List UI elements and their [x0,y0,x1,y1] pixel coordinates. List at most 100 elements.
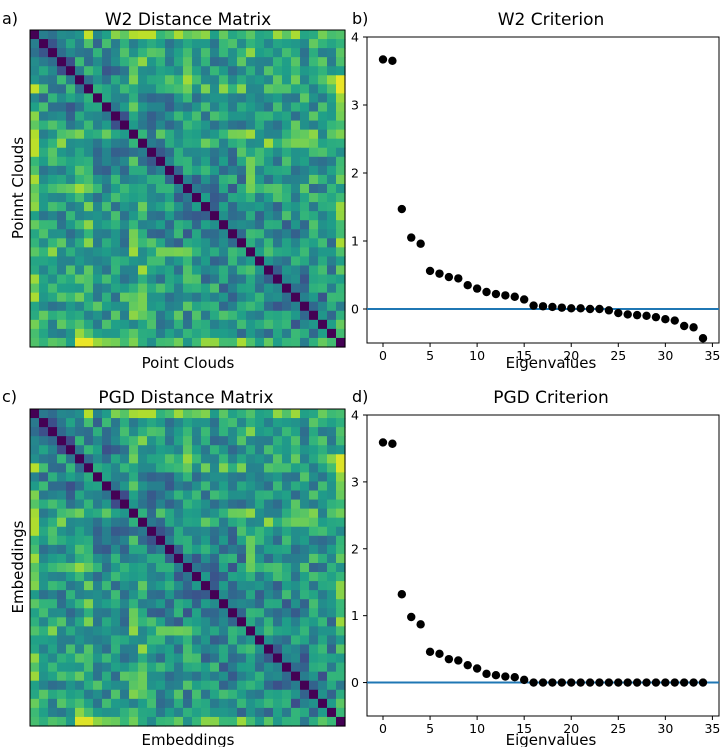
heatmap-cell [75,310,85,321]
heatmap-cell [300,608,310,618]
heatmap-cell [210,57,220,67]
heatmap-cell [93,409,103,419]
heatmap-cell [228,292,238,303]
heatmap-cell [300,120,310,131]
heatmap-cell [228,129,238,140]
heatmap-cell [156,111,166,122]
heatmap-cell [75,147,85,158]
heatmap-cell [138,436,148,446]
heatmap-cell [48,138,58,149]
heatmap-cell [165,66,175,76]
eigenvalue-point [397,590,407,599]
heatmap-cell [39,310,49,321]
heatmap-cell [57,644,67,655]
heatmap-cell [156,544,166,555]
heatmap-cell [201,138,211,149]
heatmap-cell [39,138,49,149]
heatmap-cell [228,138,238,149]
heatmap-cell [318,337,328,348]
heatmap-cell [84,193,94,203]
eigenvalue-point [472,284,482,293]
heatmap-cell [147,599,157,609]
heatmap-cell [57,138,67,149]
heatmap-cell [138,599,148,609]
heatmap-cell [120,409,130,419]
heatmap-cell [165,30,175,40]
heatmap-cell [66,689,76,700]
heatmap-cell [246,635,256,646]
x-tick-label: 15 [516,348,532,363]
heatmap-cell [138,39,148,49]
heatmap-cell [93,292,103,303]
heatmap-cell [84,301,94,312]
heatmap-cell [318,274,328,285]
heatmap-cell [129,238,139,248]
heatmap-cell [282,328,292,339]
heatmap-cell [129,220,139,230]
heatmap-cell [309,698,319,709]
heatmap-cell [183,84,193,94]
heatmap-cell [102,75,112,85]
heatmap-cell [336,283,346,294]
heatmap-cell [111,707,121,718]
heatmap-cell [48,626,58,637]
heatmap-cell [255,292,265,303]
heatmap-cell [93,211,103,221]
heatmap-cell [102,526,112,537]
heatmap-cell [327,590,337,600]
heatmap-cell [300,508,310,519]
heatmap-cell [30,238,40,248]
heatmap-cell [174,211,184,221]
panel-a-ylabel: Poinnt Clouds [9,137,27,239]
heatmap-cell [264,581,274,591]
heatmap-cell [255,454,265,464]
heatmap-cell [210,436,220,446]
heatmap-cell [318,472,328,483]
heatmap-cell [237,680,247,691]
heatmap-cell [318,427,328,437]
heatmap-cell [336,247,346,258]
heatmap-cell [219,202,229,212]
heatmap-cell [48,526,58,537]
heatmap-cell [255,310,265,321]
heatmap-cell [309,265,319,276]
heatmap-cell [336,165,346,176]
heatmap-cell [120,48,130,58]
heatmap-cell [174,220,184,230]
heatmap-cell [66,490,76,501]
heatmap-cell [93,562,103,573]
heatmap-cell [192,418,202,428]
heatmap-cell [210,220,220,230]
heatmap-cell [39,256,49,267]
heatmap-cell [300,490,310,501]
heatmap-cell [336,608,346,618]
heatmap-cell [201,283,211,294]
heatmap-cell [219,553,229,564]
heatmap-cell [48,445,58,455]
heatmap-cell [120,283,130,294]
heatmap-cell [165,689,175,700]
heatmap-cell [129,626,139,637]
heatmap-cell [111,599,121,609]
heatmap-cell [282,617,292,627]
heatmap-cell [228,183,238,194]
heatmap-cell [246,436,256,446]
heatmap-cell [318,310,328,321]
heatmap-cell [228,57,238,67]
heatmap-cell [102,48,112,58]
heatmap-cell [300,238,310,248]
heatmap-cell [300,535,310,546]
heatmap-cell [282,508,292,519]
heatmap-cell [138,48,148,58]
heatmap-cell [264,653,274,664]
heatmap-cell [93,265,103,276]
heatmap-cell [183,75,193,85]
heatmap-cell [183,174,193,185]
heatmap-cell [273,490,283,501]
y-tick-label: 4 [351,408,359,423]
heatmap-cell [57,517,67,528]
heatmap-cell [210,418,220,428]
heatmap-cell [147,156,157,167]
heatmap-cell [246,698,256,709]
heatmap-cell [156,680,166,691]
